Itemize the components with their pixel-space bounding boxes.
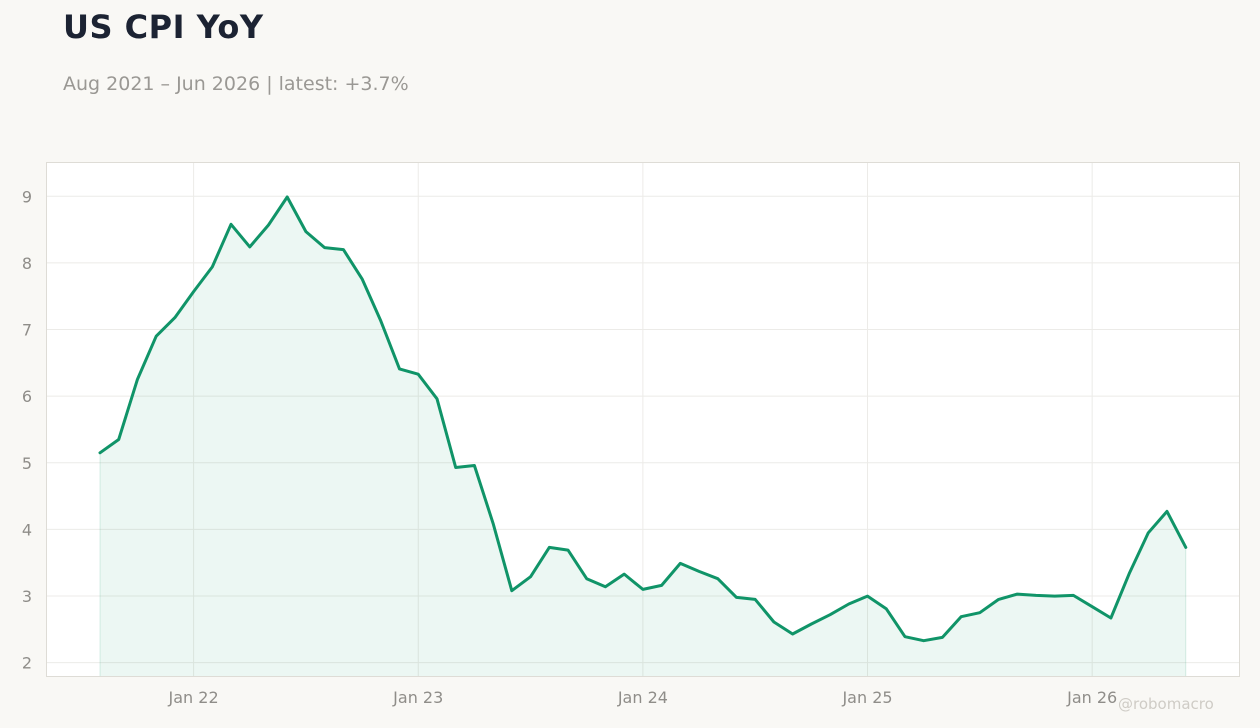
grid-lines (47, 163, 1239, 676)
y-tick-label: 7 (22, 321, 32, 340)
y-tick-label: 4 (22, 520, 32, 539)
x-tick-label: Jan 22 (168, 688, 219, 707)
x-tick-label: Jan 24 (617, 688, 668, 707)
series-area-fill (100, 197, 1186, 676)
x-tick-label: Jan 25 (841, 688, 892, 707)
y-tick-label: 2 (22, 654, 32, 673)
x-axis-ticks: Jan 22 Jan 23 Jan 24 Jan 25 Jan 26 (168, 688, 1118, 707)
y-tick-label: 9 (22, 187, 32, 206)
y-tick-label: 5 (22, 454, 32, 473)
y-tick-label: 8 (22, 254, 32, 273)
watermark: @robomacro (1118, 695, 1214, 713)
series-layer (98, 195, 1188, 676)
chart-title: US CPI YoY (63, 8, 264, 46)
y-tick-label: 6 (22, 387, 32, 406)
y-tick-label: 3 (22, 587, 32, 606)
y-axis-ticks: 2 3 4 5 6 7 8 9 (22, 187, 32, 672)
chart-subtitle: Aug 2021 – Jun 2026 | latest: +3.7% (63, 73, 409, 95)
x-tick-label: Jan 23 (392, 688, 443, 707)
x-tick-label: Jan 26 (1066, 688, 1117, 707)
series-line (98, 195, 1188, 643)
